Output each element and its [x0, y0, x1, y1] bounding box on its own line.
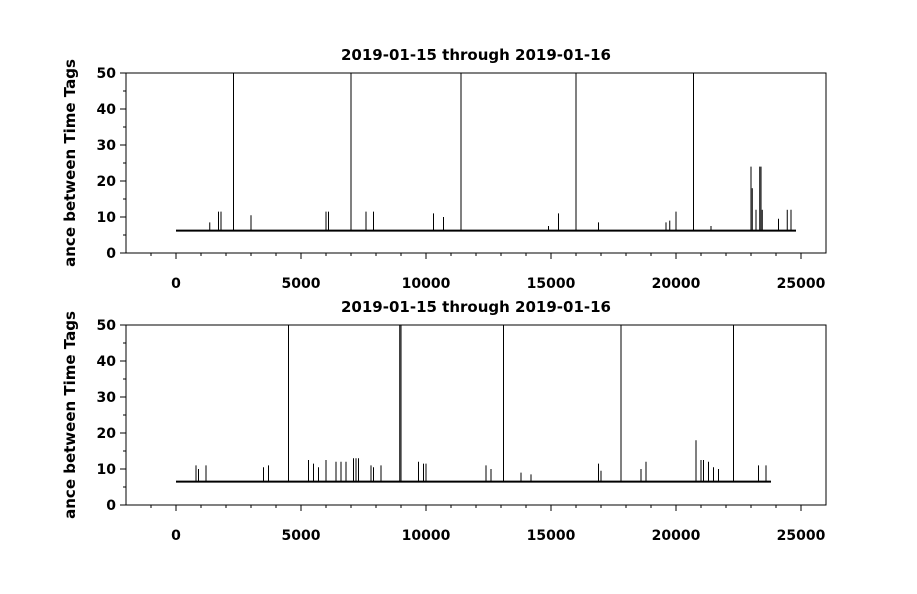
y-tick-label: 50	[97, 66, 117, 82]
x-tick-label: 25000	[777, 528, 826, 544]
x-tick-label: 0	[171, 528, 181, 544]
y-tick-label: 40	[97, 354, 117, 370]
y-tick-label: 0	[106, 498, 116, 514]
y-tick-label: 20	[97, 426, 117, 442]
bottom-plot-panel: 2019-01-15 through 2019-01-16 ance betwee…	[61, 298, 827, 544]
y-tick-label: 10	[97, 210, 117, 226]
top-plot-panel: 2019-01-15 through 2019-01-16 ance betwee…	[61, 46, 827, 292]
chart-title: 2019-01-15 through 2019-01-16	[341, 46, 611, 64]
y-tick-label: 30	[97, 390, 117, 406]
axes-frame	[125, 72, 827, 254]
chart-title: 2019-01-15 through 2019-01-16	[341, 298, 611, 316]
y-tick-label: 30	[97, 138, 117, 154]
x-tick-label: 15000	[527, 528, 576, 544]
y-tick-label: 0	[106, 246, 116, 262]
x-tick-label: 25000	[777, 276, 826, 292]
x-tick-label: 5000	[282, 528, 321, 544]
y-axis-label: ance between Time Tags	[61, 59, 79, 267]
y-axis-label: ance between Time Tags	[61, 311, 79, 519]
x-tick-label: 20000	[652, 528, 701, 544]
y-tick-label: 40	[97, 102, 117, 118]
x-tick-label: 20000	[652, 276, 701, 292]
y-tick-label: 50	[97, 318, 117, 334]
x-tick-label: 15000	[527, 276, 576, 292]
x-tick-label: 10000	[402, 276, 451, 292]
y-tick-label: 10	[97, 462, 117, 478]
x-tick-label: 10000	[402, 528, 451, 544]
x-tick-label: 5000	[282, 276, 321, 292]
x-tick-label: 0	[171, 276, 181, 292]
axes-frame	[125, 324, 827, 506]
y-tick-label: 20	[97, 174, 117, 190]
